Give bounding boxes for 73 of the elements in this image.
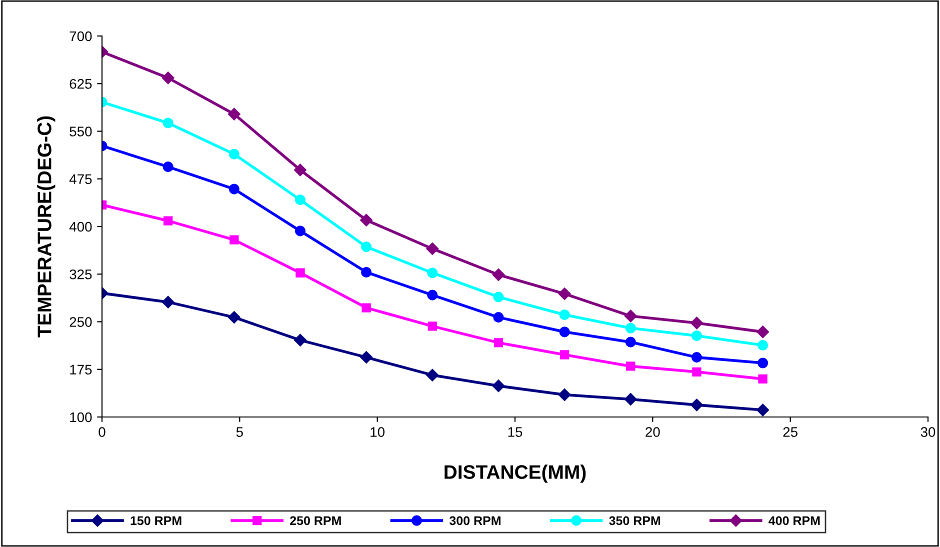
x-tick-label: 10 [370,427,385,437]
point [625,336,636,348]
point [691,330,702,341]
point [162,118,174,128]
point [625,322,636,334]
point [492,268,505,282]
point [558,388,571,402]
y-tick-label: 475 [69,174,92,184]
y-tick-label: 400 [69,222,92,232]
point [493,292,504,302]
point [360,214,373,226]
point [162,72,174,84]
point [361,266,372,278]
point [228,310,240,324]
point [230,235,239,244]
x-tick-label: 5 [236,427,243,437]
point [624,392,637,406]
point [690,316,704,330]
point [294,226,306,236]
y-axis-title: TEMPERATURE(DEG-C) [37,116,56,338]
point [294,194,306,206]
point [294,334,307,346]
point [294,164,307,176]
y-tick-label: 100 [70,412,92,422]
point [426,368,439,382]
x-tick-label: 25 [783,427,798,437]
point [690,398,704,412]
point [558,287,571,300]
x-tick-label: 30 [920,427,936,437]
point [228,108,240,120]
point [228,184,240,194]
point [428,322,437,331]
point [559,326,570,338]
point [296,268,305,278]
point [361,242,372,252]
x-tick-label: 15 [508,427,522,437]
point [756,326,770,338]
point [426,242,439,256]
legend-label: 250 RPM [290,516,341,526]
point [692,367,702,376]
x-tick-label: 20 [646,427,660,437]
legend-label: 300 RPM [449,516,500,526]
point [492,380,505,392]
legend-label: 350 RPM [609,516,660,526]
point [162,296,174,308]
point [560,350,570,360]
point [162,162,174,172]
point [559,309,570,320]
point [427,290,438,300]
legend-label: 400 RPM [768,516,820,526]
y-tick-label: 250 [70,317,92,327]
point [691,352,702,363]
point [758,340,768,351]
point [163,216,173,226]
point [228,148,240,160]
y-tick-label: 550 [70,126,92,136]
y-tick-label: 175 [70,364,92,375]
point [756,404,770,416]
point [493,312,504,323]
point [626,362,636,371]
point [624,310,637,322]
legend-label: 150 RPM [130,516,182,526]
point [360,350,373,364]
point [758,374,768,384]
y-tick-label: 325 [70,269,92,280]
y-tick-label: 625 [70,78,92,89]
x-tick-label: 0 [98,427,106,437]
point [758,358,768,368]
y-tick-label: 700 [70,31,92,42]
x-axis-title: DISTANCE(MM) [444,464,586,483]
point [362,303,371,312]
point [494,338,504,348]
point [427,268,438,278]
